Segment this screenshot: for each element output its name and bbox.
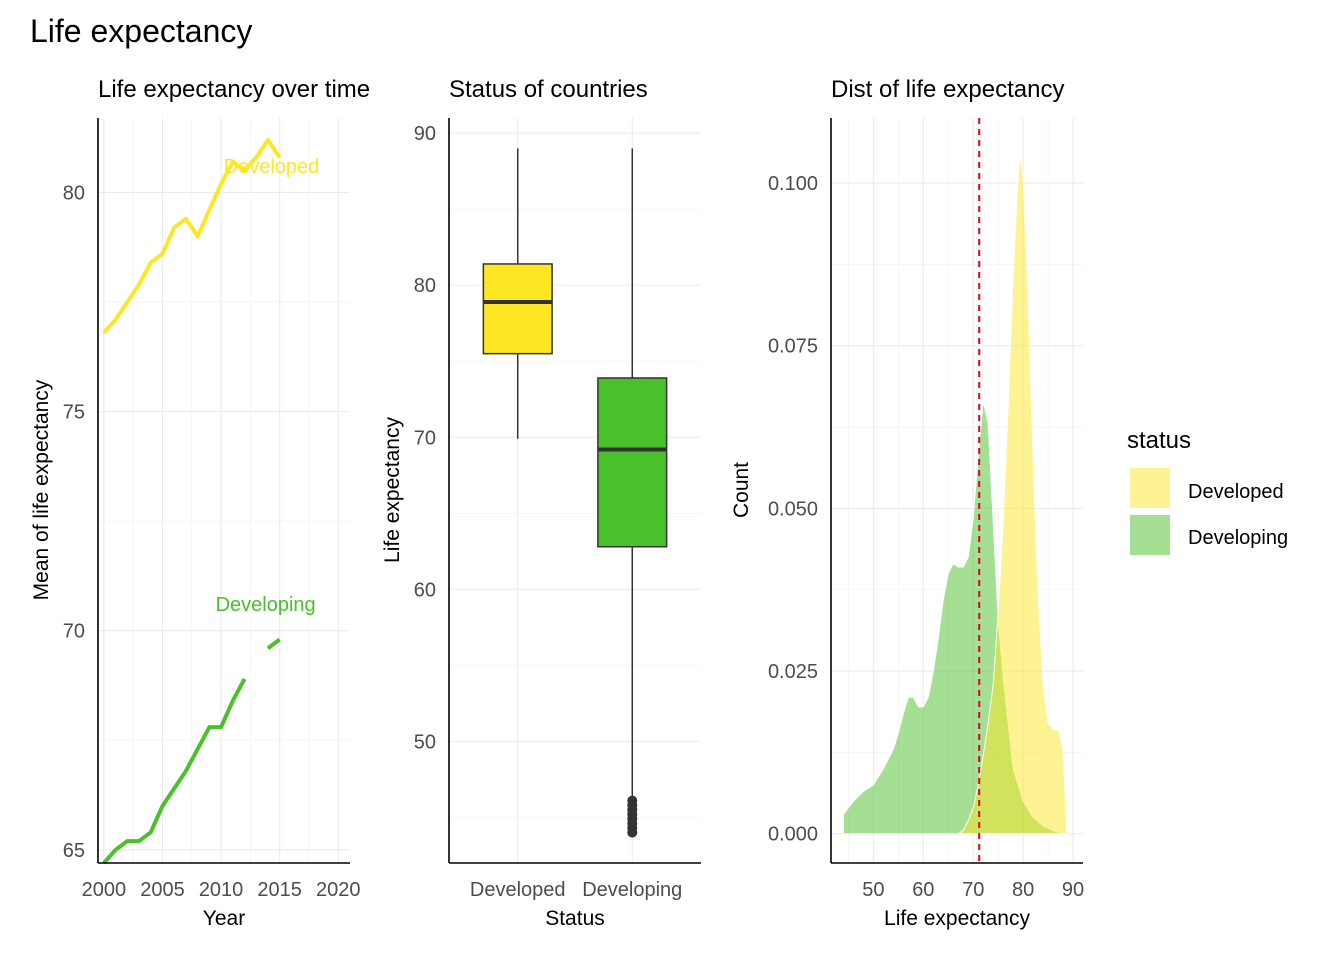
line-chart-y-label: Mean of life expectancy <box>30 379 53 600</box>
y-tick-label: 80 <box>414 275 436 297</box>
density-y-label: Count <box>730 462 753 518</box>
legend-label-developing: Developing <box>1188 527 1288 549</box>
x-tick-label: Developed <box>470 879 566 901</box>
x-tick-label: 2020 <box>316 879 361 901</box>
y-tick-label: 50 <box>414 731 436 753</box>
box-plot-x-label: Status <box>545 907 605 930</box>
x-tick-label: 70 <box>962 879 984 901</box>
x-tick-label: 2015 <box>257 879 302 901</box>
panel-box-plot: Status of countries Developed Developing … <box>381 76 701 930</box>
line-chart-series-labels: Developed Developing <box>216 156 320 616</box>
x-tick-label: 90 <box>1062 879 1084 901</box>
density-area-developed <box>956 153 1068 835</box>
density-areas <box>842 153 1068 835</box>
line-chart-y-ticks: 65 70 75 80 <box>63 183 85 862</box>
x-tick-label: Developing <box>582 879 682 901</box>
line-chart-grid <box>98 118 350 863</box>
box-developing <box>597 377 668 548</box>
line-chart-x-ticks: 2000 2005 2010 2015 2020 <box>82 879 361 901</box>
series-line-developing <box>266 637 281 650</box>
legend-title: status <box>1127 427 1191 454</box>
y-tick-label: 80 <box>63 183 85 205</box>
line-chart-title: Life expectancy over time <box>98 76 370 103</box>
legend-key-developing <box>1130 515 1170 555</box>
series-line-developed <box>102 137 282 335</box>
x-tick-label: 2000 <box>82 879 127 901</box>
legend-key-developed <box>1130 468 1170 508</box>
box-plot-y-label: Life expectancy <box>381 417 404 563</box>
legend: status Developed Developing <box>1127 427 1288 555</box>
density-x-label: Life expectancy <box>884 907 1030 930</box>
density-y-ticks: 0.000 0.025 0.050 0.075 0.100 <box>768 173 818 846</box>
series-label-developing: Developing <box>216 594 316 616</box>
series-label-developed: Developed <box>224 156 320 178</box>
density-title: Dist of life expectancy <box>831 76 1064 103</box>
box-plot-boxes <box>482 148 668 838</box>
x-tick-label: 50 <box>862 879 884 901</box>
y-tick-label: 70 <box>414 427 436 449</box>
x-tick-label: 60 <box>912 879 934 901</box>
y-tick-label: 0.025 <box>768 661 818 683</box>
legend-label-developed: Developed <box>1188 481 1284 503</box>
figure-title: Life expectancy <box>30 13 252 49</box>
panel-density: Dist of life expectancy 50 60 70 80 90 0.000… <box>730 76 1084 930</box>
box-developed <box>482 263 553 355</box>
x-tick-label: 2005 <box>140 879 185 901</box>
panel-line-chart: Life expectancy over time DevelopedDevel… <box>30 76 370 930</box>
y-tick-label: 60 <box>414 579 436 601</box>
y-tick-label: 0.050 <box>768 498 818 520</box>
density-x-ticks: 50 60 70 80 90 <box>862 879 1084 901</box>
y-tick-label: 70 <box>63 621 85 643</box>
line-chart-x-label: Year <box>203 907 245 930</box>
box-plot-x-ticks: Developed Developing <box>470 879 682 901</box>
y-tick-label: 75 <box>63 402 85 424</box>
y-tick-label: 90 <box>414 123 436 145</box>
y-tick-label: 0.100 <box>768 173 818 195</box>
box-plot-y-ticks: 50 60 70 80 90 <box>414 123 436 753</box>
y-tick-label: 65 <box>63 840 85 862</box>
line-chart-series <box>102 137 282 865</box>
x-tick-label: 80 <box>1012 879 1034 901</box>
y-tick-label: 0.000 <box>768 824 818 846</box>
y-tick-label: 0.075 <box>768 336 818 358</box>
x-tick-label: 2010 <box>199 879 244 901</box>
series-line-developing <box>102 677 247 865</box>
outlier-point <box>627 795 638 806</box>
box-plot-title: Status of countries <box>449 76 648 103</box>
